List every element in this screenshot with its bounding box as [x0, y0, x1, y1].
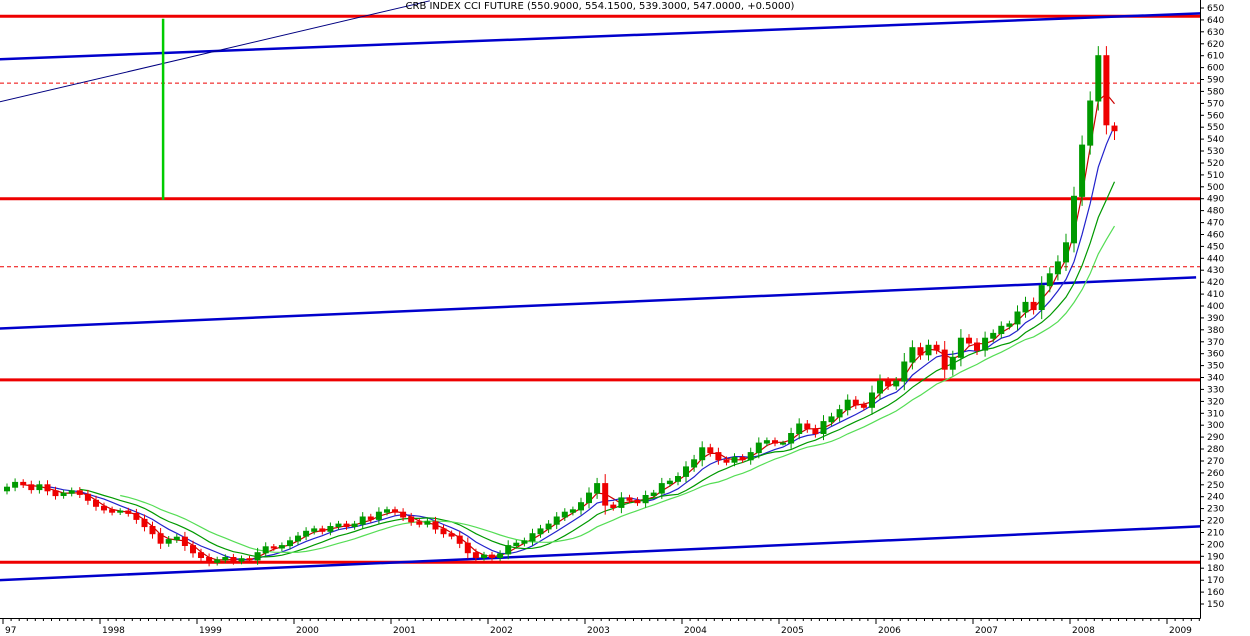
y-axis-label: 560 — [1207, 111, 1224, 121]
y-axis-label: 340 — [1207, 374, 1224, 384]
y-axis-label: 590 — [1207, 76, 1224, 86]
y-axis-label: 190 — [1207, 552, 1224, 562]
y-axis-label: 600 — [1207, 64, 1224, 74]
y-axis-label: 510 — [1207, 171, 1224, 181]
y-axis-label: 160 — [1207, 588, 1224, 598]
y-axis-label: 290 — [1207, 433, 1224, 443]
ma-fast-red — [23, 92, 1115, 561]
plot-area — [0, 0, 1200, 582]
y-axis-label: 570 — [1207, 99, 1224, 109]
x-axis-label: 97 — [5, 626, 16, 636]
y-axis-label: 240 — [1207, 493, 1224, 503]
y-axis-label: 580 — [1207, 87, 1224, 97]
lower-channel-line — [0, 525, 1200, 582]
y-axis-label: 610 — [1207, 52, 1224, 62]
mid-channel-line — [0, 276, 1197, 330]
y-axis-label: 320 — [1207, 397, 1224, 407]
y-axis-label: 270 — [1207, 457, 1224, 467]
x-axis-label: 2006 — [878, 626, 901, 636]
y-axis-label: 620 — [1207, 40, 1224, 50]
x-axis-label: 1998 — [102, 626, 125, 636]
y-axis-label: 380 — [1207, 326, 1224, 336]
y-axis-label: 450 — [1207, 242, 1224, 252]
y-axis-label: 470 — [1207, 219, 1224, 229]
ma-medium-blue — [47, 125, 1116, 561]
y-axis-label: 650 — [1207, 4, 1224, 14]
y-axis-label: 310 — [1207, 409, 1224, 419]
y-axis-label: 260 — [1207, 469, 1224, 479]
y-axis-label: 180 — [1207, 564, 1224, 574]
y-axis-label: 530 — [1207, 147, 1224, 157]
y-axis-label: 410 — [1207, 290, 1224, 300]
y-axis-label: 210 — [1207, 529, 1224, 539]
y-axis-label: 460 — [1207, 231, 1224, 241]
y-axis-label: 550 — [1207, 123, 1224, 133]
y-axis-label: 640 — [1207, 16, 1224, 26]
x-axis-label: 1999 — [199, 626, 222, 636]
x-axis-label: 2002 — [490, 626, 513, 636]
ma-slowest-light-green — [120, 225, 1116, 554]
x-axis-label: 2004 — [684, 626, 707, 636]
y-axis-label: 250 — [1207, 481, 1224, 491]
y-axis-label: 480 — [1207, 207, 1224, 217]
y-axis-label: 520 — [1207, 159, 1224, 169]
x-axis-label: 2005 — [781, 626, 804, 636]
y-axis-label: 390 — [1207, 314, 1224, 324]
y-axis-label: 360 — [1207, 350, 1224, 360]
x-axis-label: 2008 — [1072, 626, 1095, 636]
y-axis-label: 440 — [1207, 254, 1224, 264]
y-axis-label: 280 — [1207, 445, 1224, 455]
y-axis-label: 350 — [1207, 362, 1224, 372]
x-axis-label: 2009 — [1169, 626, 1192, 636]
y-axis-label: 400 — [1207, 302, 1224, 312]
y-axis-label: 200 — [1207, 540, 1224, 550]
y-axis-label: 430 — [1207, 266, 1224, 276]
y-axis-label: 150 — [1207, 600, 1224, 610]
y-axis-label: 220 — [1207, 517, 1224, 527]
y-axis-label: 490 — [1207, 195, 1224, 205]
x-axis-label: 2003 — [587, 626, 610, 636]
y-axis-label: 330 — [1207, 385, 1224, 395]
x-axis-label: 2000 — [296, 626, 319, 636]
y-axis-label: 500 — [1207, 183, 1224, 193]
y-axis-label: 630 — [1207, 28, 1224, 38]
upper-channel-line — [0, 12, 1200, 61]
y-axis-label: 230 — [1207, 505, 1224, 515]
y-axis-label: 170 — [1207, 576, 1224, 586]
y-axis-label: 420 — [1207, 278, 1224, 288]
steep-resistance-line — [0, 0, 430, 103]
candlesticks — [4, 46, 1118, 567]
ma-slow-green — [79, 181, 1116, 558]
x-axis-label: 2007 — [975, 626, 998, 636]
y-axis-label: 540 — [1207, 135, 1224, 145]
x-axis-label: 2001 — [393, 626, 416, 636]
y-axis-label: 300 — [1207, 421, 1224, 431]
y-axis-label: 370 — [1207, 338, 1224, 348]
